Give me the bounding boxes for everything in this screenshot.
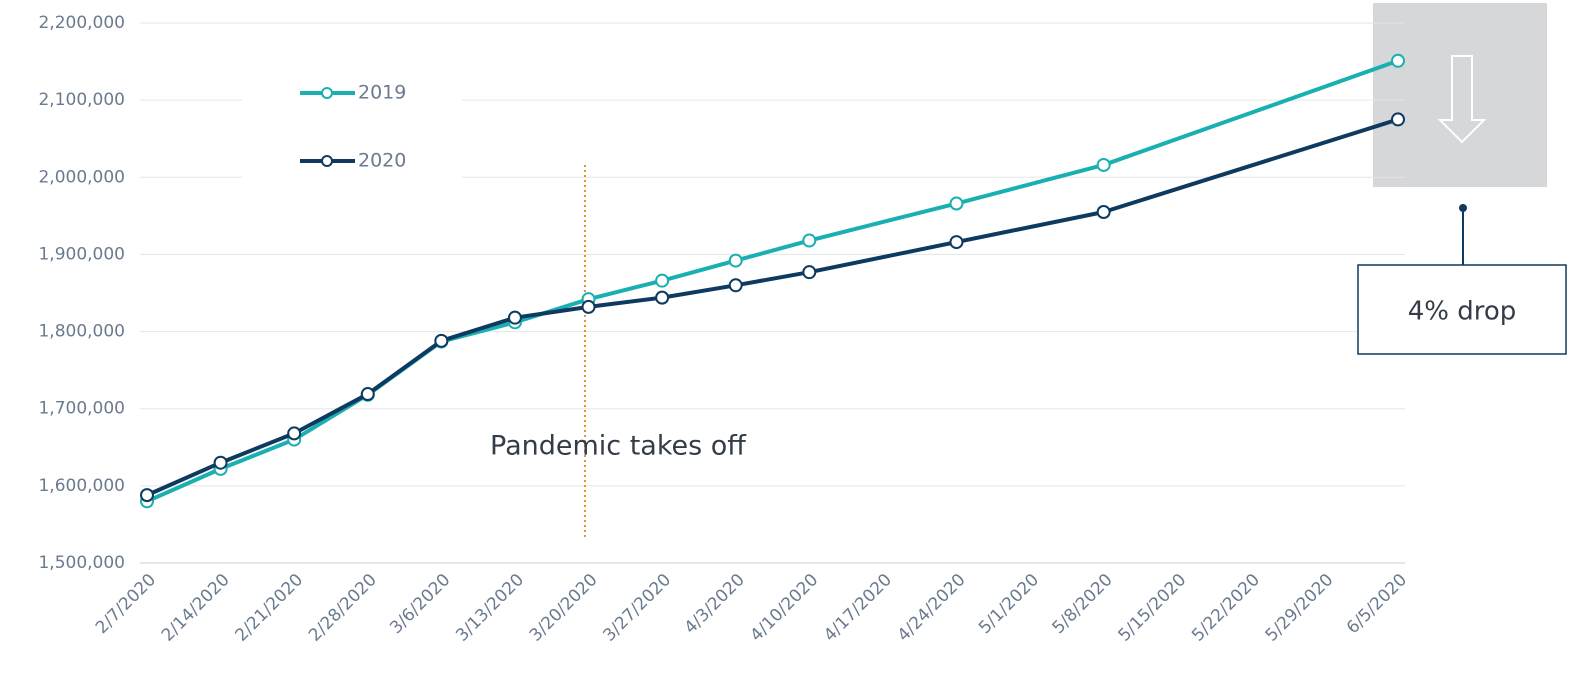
y-tick-label: 2,100,000 bbox=[38, 90, 125, 110]
x-tick-label: 2/28/2020 bbox=[305, 570, 381, 646]
annotation: 4% drop bbox=[1408, 297, 1517, 327]
x-tick-label: 5/1/2020 bbox=[975, 570, 1043, 638]
data-point bbox=[360, 387, 375, 402]
x-tick-label: 3/20/2020 bbox=[526, 570, 602, 646]
x-tick-label: 5/8/2020 bbox=[1049, 570, 1117, 638]
x-tick-label: 4/24/2020 bbox=[894, 570, 970, 646]
callout-box bbox=[1357, 264, 1567, 355]
data-point bbox=[655, 273, 670, 288]
y-tick-label: 1,800,000 bbox=[38, 322, 125, 342]
data-point bbox=[728, 253, 743, 268]
legend-marker bbox=[321, 87, 333, 99]
data-point bbox=[1391, 112, 1405, 127]
x-tick-label: 3/27/2020 bbox=[599, 570, 675, 646]
data-point bbox=[1096, 157, 1111, 172]
data-point bbox=[581, 299, 596, 314]
data-point bbox=[949, 196, 964, 211]
x-tick-label: 2/7/2020 bbox=[92, 570, 160, 638]
y-tick-label: 2,000,000 bbox=[38, 167, 125, 187]
data-point bbox=[1391, 53, 1405, 68]
data-point bbox=[213, 455, 228, 470]
legend-label: 2020 bbox=[358, 150, 406, 172]
x-tick-label: 5/22/2020 bbox=[1188, 570, 1264, 646]
data-point bbox=[949, 235, 964, 250]
x-tick-label: 4/17/2020 bbox=[820, 570, 896, 646]
legend-label: 2019 bbox=[358, 82, 406, 104]
down-arrow bbox=[1437, 55, 1487, 144]
legend-bg bbox=[242, 68, 462, 192]
y-tick-label: 1,500,000 bbox=[38, 553, 125, 573]
highlight-box bbox=[1373, 3, 1547, 187]
y-tick-label: 1,900,000 bbox=[38, 244, 125, 264]
data-point bbox=[507, 310, 522, 325]
x-tick-label: 5/29/2020 bbox=[1262, 570, 1338, 646]
data-point bbox=[802, 265, 817, 280]
data-point bbox=[434, 333, 449, 348]
x-tick-label: 6/5/2020 bbox=[1343, 570, 1411, 638]
x-tick-label: 4/3/2020 bbox=[681, 570, 749, 638]
y-tick-label: 2,200,000 bbox=[38, 13, 125, 33]
x-tick-label: 2/21/2020 bbox=[231, 570, 307, 646]
y-tick-label: 1,600,000 bbox=[38, 476, 125, 496]
data-point bbox=[140, 488, 154, 503]
x-tick-label: 2/14/2020 bbox=[158, 570, 234, 646]
callout-dot bbox=[1459, 204, 1467, 212]
data-point bbox=[1096, 205, 1111, 219]
x-tick-label: 4/10/2020 bbox=[747, 570, 823, 646]
annotation: Pandemic takes off bbox=[490, 431, 747, 462]
data-point bbox=[802, 233, 817, 248]
x-tick-label: 3/13/2020 bbox=[452, 570, 528, 646]
data-point bbox=[287, 426, 302, 441]
x-tick-label: 5/15/2020 bbox=[1115, 570, 1191, 646]
data-point bbox=[655, 290, 670, 305]
x-tick-label: 3/6/2020 bbox=[386, 570, 454, 638]
y-tick-label: 1,700,000 bbox=[38, 399, 125, 419]
legend-marker bbox=[321, 155, 333, 167]
data-point bbox=[728, 278, 743, 293]
